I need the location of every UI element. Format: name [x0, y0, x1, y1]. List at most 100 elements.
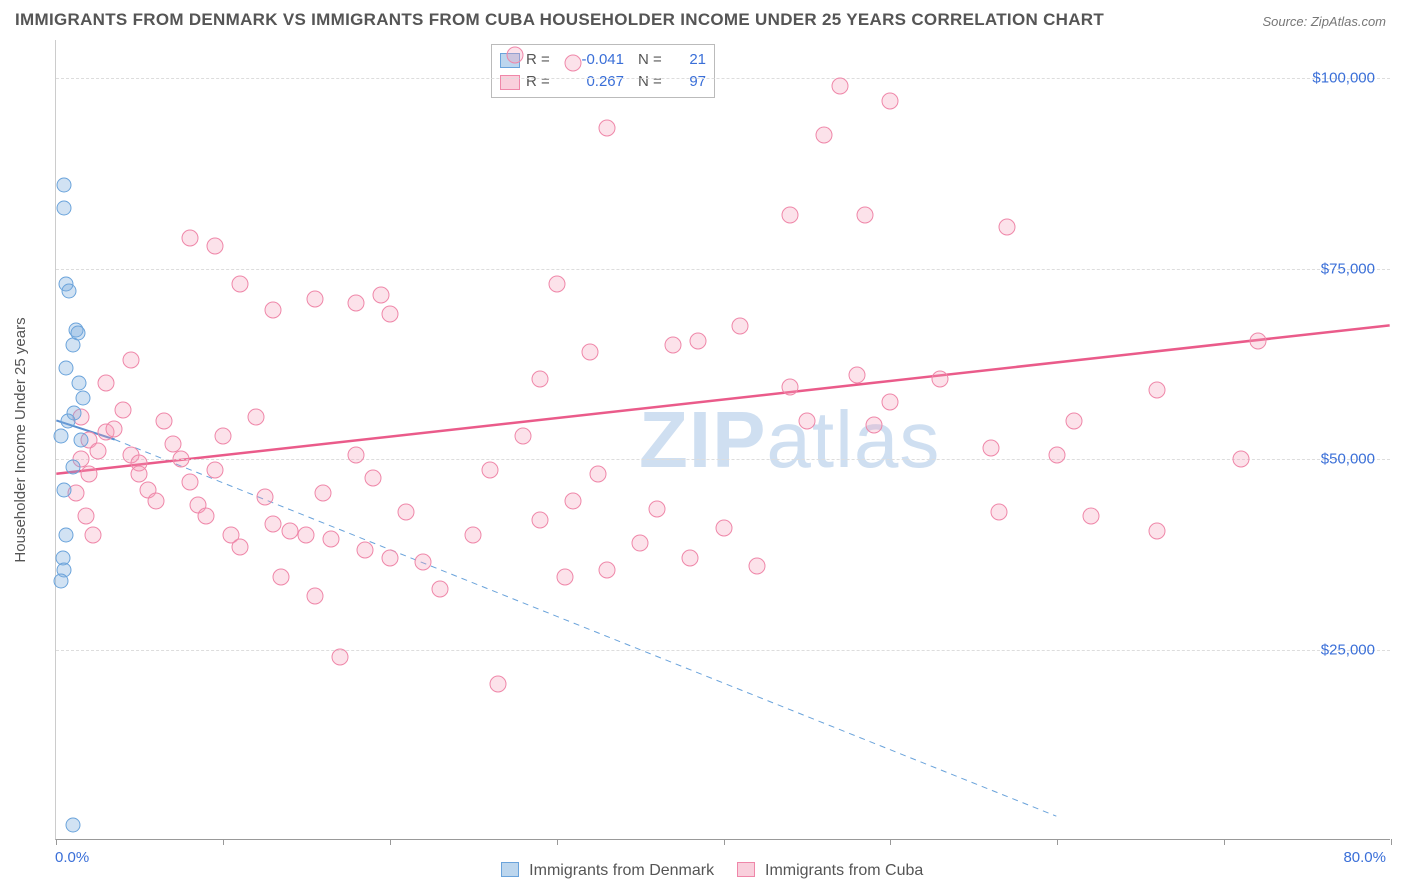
stats-legend-box: R = -0.041 N = 21 R = 0.267 N = 97: [491, 44, 715, 98]
data-point-cuba: [481, 462, 498, 479]
data-point-denmark: [65, 459, 80, 474]
n-value-cuba: 97: [676, 71, 706, 93]
data-point-cuba: [590, 466, 607, 483]
data-point-cuba: [114, 401, 131, 418]
legend-swatch-denmark-icon: [501, 862, 519, 877]
y-tick-label: $100,000: [1312, 70, 1375, 87]
data-point-cuba: [598, 119, 615, 136]
data-point-cuba: [231, 538, 248, 555]
chart-plot-area: ZIPatlas R = -0.041 N = 21 R = 0.267 N =…: [55, 40, 1390, 840]
r-label: R =: [526, 71, 558, 93]
x-tick: [1224, 839, 1225, 845]
data-point-denmark: [57, 200, 72, 215]
x-tick: [724, 839, 725, 845]
stats-row-cuba: R = 0.267 N = 97: [500, 71, 706, 93]
legend-label-denmark: Immigrants from Denmark: [529, 862, 714, 879]
data-point-cuba: [356, 542, 373, 559]
data-point-cuba: [465, 527, 482, 544]
data-point-denmark: [65, 337, 80, 352]
data-point-cuba: [106, 420, 123, 437]
gridline: [56, 269, 1390, 270]
data-point-cuba: [1065, 412, 1082, 429]
x-tick: [1057, 839, 1058, 845]
data-point-cuba: [89, 443, 106, 460]
series-legend: Immigrants from Denmark Immigrants from …: [0, 862, 1406, 880]
data-point-cuba: [548, 275, 565, 292]
data-point-cuba: [665, 336, 682, 353]
data-point-cuba: [123, 352, 140, 369]
n-label: N =: [638, 71, 670, 93]
swatch-cuba-icon: [500, 75, 520, 90]
data-point-cuba: [682, 550, 699, 567]
data-point-cuba: [690, 332, 707, 349]
data-point-cuba: [78, 508, 95, 525]
data-point-cuba: [431, 580, 448, 597]
data-point-cuba: [565, 492, 582, 509]
data-point-cuba: [990, 504, 1007, 521]
data-point-denmark: [59, 360, 74, 375]
data-point-cuba: [206, 237, 223, 254]
data-point-cuba: [84, 527, 101, 544]
data-point-cuba: [306, 291, 323, 308]
data-point-denmark: [60, 413, 75, 428]
data-point-cuba: [882, 393, 899, 410]
data-point-cuba: [982, 439, 999, 456]
data-point-cuba: [531, 371, 548, 388]
data-point-cuba: [181, 230, 198, 247]
x-tick: [1391, 839, 1392, 845]
data-point-cuba: [1049, 447, 1066, 464]
y-tick-label: $25,000: [1321, 641, 1375, 658]
data-point-cuba: [782, 378, 799, 395]
legend-swatch-cuba-icon: [737, 862, 755, 877]
data-point-cuba: [932, 371, 949, 388]
data-point-cuba: [1249, 332, 1266, 349]
data-point-cuba: [348, 294, 365, 311]
data-point-cuba: [214, 428, 231, 445]
data-point-denmark: [54, 429, 69, 444]
y-tick-label: $75,000: [1321, 260, 1375, 277]
data-point-cuba: [632, 534, 649, 551]
y-axis-label: Householder Income Under 25 years: [12, 317, 29, 562]
data-point-cuba: [865, 416, 882, 433]
data-point-cuba: [849, 367, 866, 384]
trend-lines: [56, 40, 1390, 839]
n-value-denmark: 21: [676, 49, 706, 71]
data-point-cuba: [815, 127, 832, 144]
data-point-cuba: [298, 527, 315, 544]
data-point-cuba: [181, 473, 198, 490]
data-point-cuba: [1082, 508, 1099, 525]
data-point-cuba: [531, 512, 548, 529]
data-point-cuba: [81, 466, 98, 483]
data-point-denmark: [54, 573, 69, 588]
data-point-cuba: [748, 557, 765, 574]
data-point-cuba: [206, 462, 223, 479]
data-point-cuba: [156, 412, 173, 429]
data-point-denmark: [59, 528, 74, 543]
chart-title: IMMIGRANTS FROM DENMARK VS IMMIGRANTS FR…: [15, 10, 1104, 30]
data-point-cuba: [782, 207, 799, 224]
x-tick: [890, 839, 891, 845]
x-tick: [390, 839, 391, 845]
data-point-cuba: [281, 523, 298, 540]
data-point-cuba: [365, 470, 382, 487]
data-point-cuba: [331, 649, 348, 666]
data-point-cuba: [323, 531, 340, 548]
data-point-cuba: [648, 500, 665, 517]
data-point-cuba: [857, 207, 874, 224]
data-point-cuba: [373, 287, 390, 304]
n-label: N =: [638, 49, 670, 71]
data-point-cuba: [173, 451, 190, 468]
data-point-cuba: [256, 489, 273, 506]
data-point-cuba: [1232, 451, 1249, 468]
data-point-cuba: [582, 344, 599, 361]
data-point-cuba: [506, 47, 523, 64]
data-point-cuba: [315, 485, 332, 502]
r-label: R =: [526, 49, 558, 71]
data-point-denmark: [74, 433, 89, 448]
data-point-cuba: [999, 218, 1016, 235]
y-tick-label: $50,000: [1321, 451, 1375, 468]
data-point-cuba: [381, 550, 398, 567]
legend-label-cuba: Immigrants from Cuba: [765, 862, 923, 879]
x-tick: [223, 839, 224, 845]
data-point-cuba: [264, 515, 281, 532]
